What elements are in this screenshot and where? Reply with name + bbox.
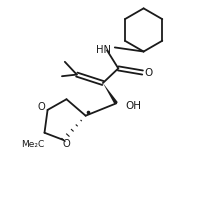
Text: HN: HN <box>96 45 110 55</box>
Polygon shape <box>102 83 117 104</box>
Text: O: O <box>144 67 152 77</box>
Text: OH: OH <box>124 101 140 111</box>
Text: Me₂C: Me₂C <box>21 140 44 149</box>
Text: O: O <box>38 102 46 113</box>
Text: O: O <box>62 139 70 150</box>
